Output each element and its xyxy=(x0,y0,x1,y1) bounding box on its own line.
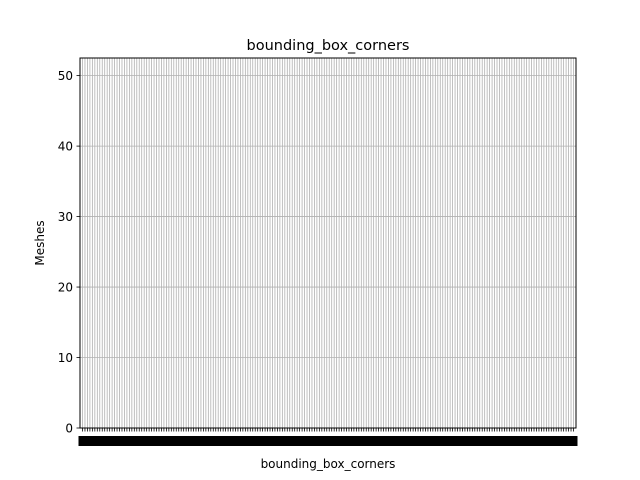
x-tick-label xyxy=(569,436,578,446)
chart-title: bounding_box_corners xyxy=(247,38,410,54)
x-tick-labels xyxy=(78,436,578,446)
x-grid-lines xyxy=(82,58,574,428)
x-axis-label: bounding_box_corners xyxy=(261,457,396,471)
y-tick-label: 0 xyxy=(65,422,73,436)
y-tick-label: 40 xyxy=(58,140,73,154)
x-axis-ticks xyxy=(82,428,574,432)
plot-frame xyxy=(79,57,577,429)
y-tick-label: 30 xyxy=(58,210,73,224)
y-tick-label: 50 xyxy=(58,69,73,83)
y-tick-label: 10 xyxy=(58,351,73,365)
y-axis-ticks: 0 10 20 30 40 50 xyxy=(58,69,80,436)
y-tick-label: 20 xyxy=(58,281,73,295)
y-axis-label: Meshes xyxy=(33,220,47,265)
